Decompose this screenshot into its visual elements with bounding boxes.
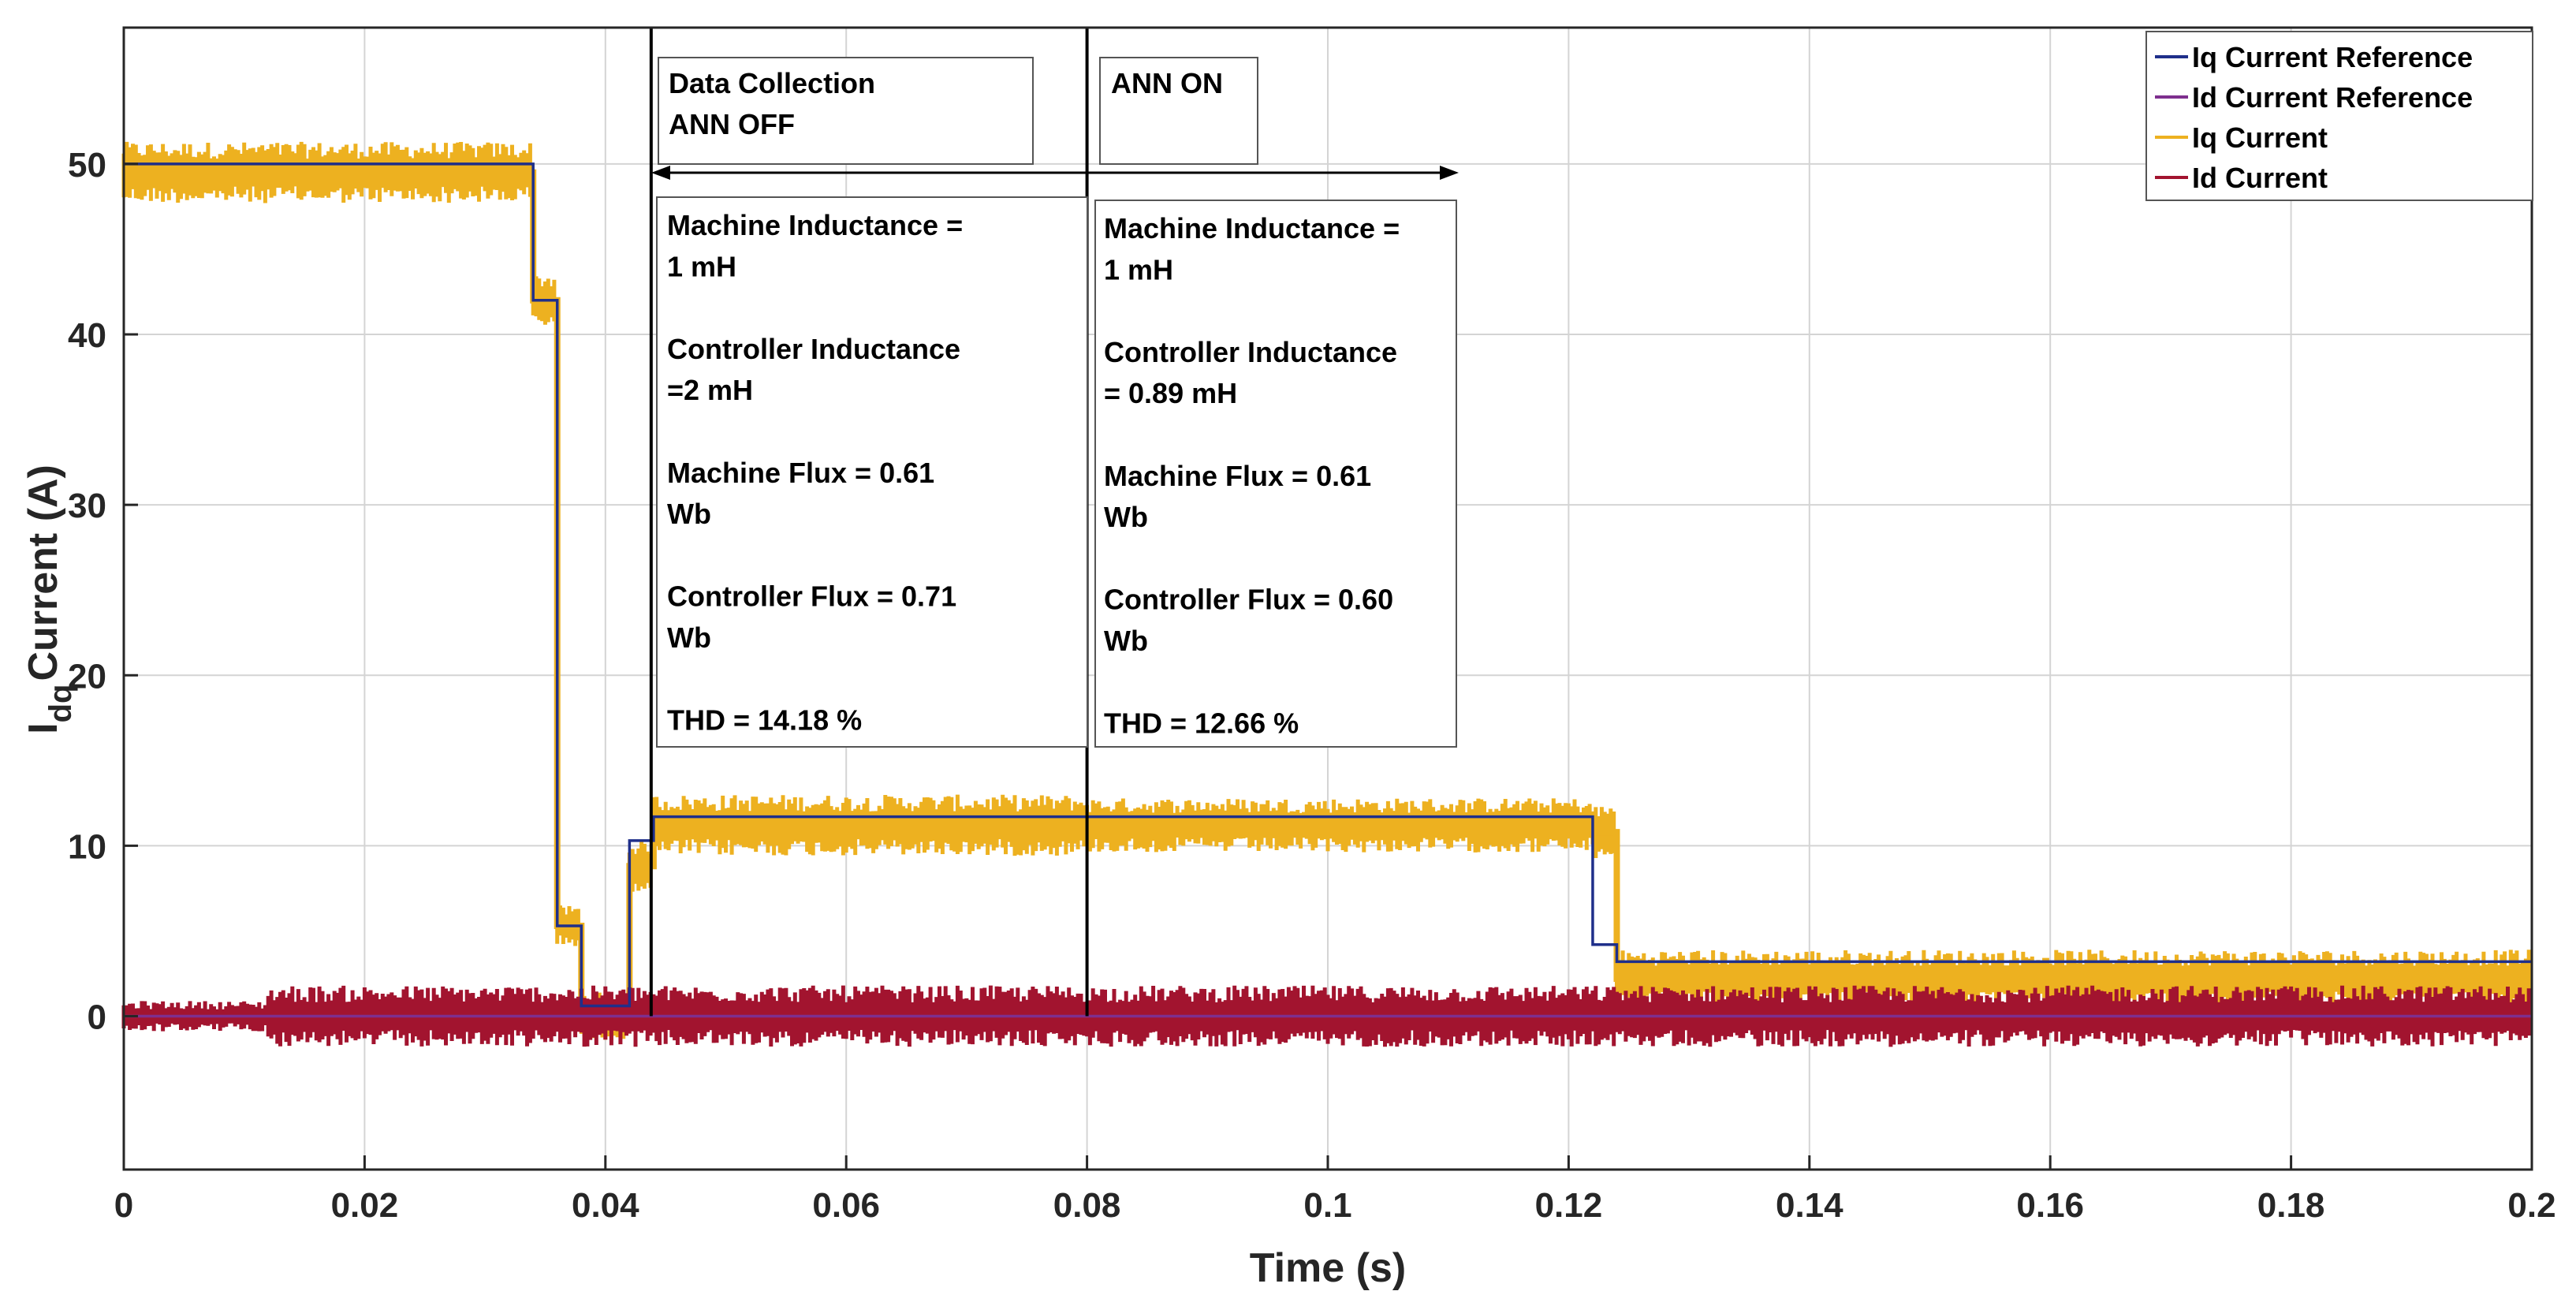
data-collection-box <box>658 57 1034 165</box>
params-line: Wb <box>1104 501 1148 533</box>
x-axis-label: Time (s) <box>1250 1245 1406 1291</box>
params-line: Controller Inductance <box>667 333 960 365</box>
y-axis-label: Idq Current (A) <box>21 465 78 734</box>
params-line: Controller Inductance <box>1104 336 1397 368</box>
iq-reference-line <box>124 162 2532 1008</box>
legend-label-id: Id Current <box>2192 162 2328 194</box>
y-tick-label: 0 <box>88 998 106 1036</box>
svg-text:IdqCurrent (A): Idq Current (A) <box>21 465 78 734</box>
x-tick-label: 0.04 <box>572 1186 639 1225</box>
params-line: THD = 14.18 % <box>667 704 862 737</box>
y-axis-label-rest: Current (A) <box>21 465 66 681</box>
x-tick-label: 0 <box>114 1186 133 1225</box>
params-line: Wb <box>667 621 711 654</box>
params-line: = 0.89 mH <box>1104 377 1237 409</box>
params-line: Machine Inductance = <box>667 209 963 241</box>
y-tick-label: 50 <box>68 146 106 185</box>
x-tick-label: 0.14 <box>1776 1186 1843 1225</box>
params-line: 1 mH <box>667 250 736 282</box>
y-axis-label-subscript: dq <box>43 685 78 723</box>
x-tick-label: 0.08 <box>1053 1186 1121 1225</box>
params-text-ann-off: Machine Inductance = 1 mH Controller Induc… <box>667 209 963 737</box>
params-line: Controller Flux = 0.71 <box>667 580 956 613</box>
reference-lines <box>124 162 2532 1018</box>
x-tick-label: 0.16 <box>2016 1186 2084 1225</box>
params-box-ann-on <box>1094 200 1457 748</box>
x-tick-label: 0.06 <box>812 1186 880 1225</box>
params-line: Machine Flux = 0.61 <box>667 457 934 489</box>
legend-box <box>2145 31 2533 201</box>
y-tick-label: 40 <box>68 316 106 355</box>
y-tick-label: 20 <box>68 657 106 696</box>
y-axis-label-main: I <box>21 722 66 733</box>
ann-on-box <box>1099 57 1258 165</box>
params-line: Wb <box>667 498 711 530</box>
axis-ticks: 0 0.02 0.04 0.06 0.08 0.1 0.12 0.14 0.16 0.18 0.2 0… <box>68 146 2556 1225</box>
params-box-ann-off <box>656 196 1088 748</box>
phase-arrow <box>651 166 1459 180</box>
ann-on-label: ANN ON <box>1111 67 1223 99</box>
ann-off-label: ANN OFF <box>669 108 795 140</box>
params-line: Machine Inductance = <box>1104 212 1400 244</box>
legend-label-id-ref: Id Current Reference <box>2192 81 2473 114</box>
legend: Iq Current Reference Id Current Referenc… <box>2145 31 2533 201</box>
x-tick-label: 0.02 <box>331 1186 399 1225</box>
x-tick-label: 0.18 <box>2257 1186 2325 1225</box>
params-line: THD = 12.66 % <box>1104 707 1299 740</box>
params-text-ann-on: Machine Inductance = 1 mH Controller Induc… <box>1104 212 1400 740</box>
legend-label-iq: Iq Current <box>2192 121 2328 154</box>
data-collection-label: Data Collection <box>669 67 875 99</box>
params-line: Machine Flux = 0.61 <box>1104 460 1371 492</box>
params-line: =2 mH <box>667 374 753 406</box>
x-tick-label: 0.1 <box>1303 1186 1351 1225</box>
y-tick-label: 30 <box>68 487 106 525</box>
params-line: Controller Flux = 0.60 <box>1104 584 1393 616</box>
y-tick-label: 10 <box>68 827 106 866</box>
params-line: Wb <box>1104 625 1148 657</box>
params-line: 1 mH <box>1104 253 1173 285</box>
legend-label-iq-ref: Iq Current Reference <box>2192 41 2473 73</box>
x-tick-label: 0.12 <box>1535 1186 1603 1225</box>
x-tick-label: 0.2 <box>2507 1186 2555 1225</box>
